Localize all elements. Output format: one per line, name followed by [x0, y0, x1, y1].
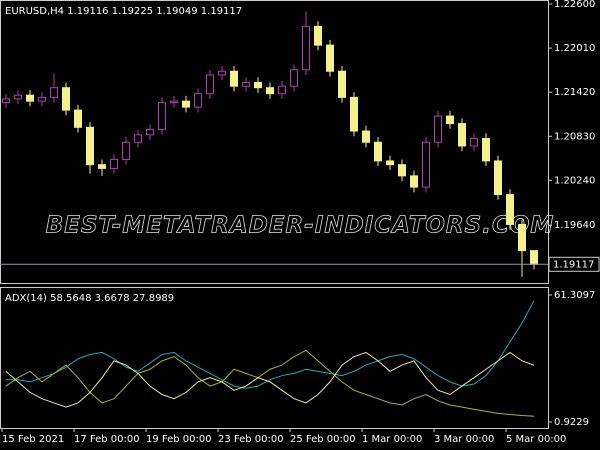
candle-body — [410, 175, 418, 188]
chart-title: EURUSD,H4 1.19116 1.19225 1.19049 1.1911… — [5, 6, 242, 17]
candle-body — [278, 85, 286, 95]
x-tick-label: 23 Feb 00:00 — [218, 434, 284, 445]
candle-body — [386, 160, 394, 166]
candle-body — [302, 25, 310, 71]
indicator-line — [6, 300, 535, 389]
candle-body — [482, 138, 490, 162]
y-tick-label: 1.22010 — [554, 43, 595, 54]
indicator-line — [5, 349, 535, 417]
candle-body — [122, 141, 130, 160]
y-tick-label: 0.9229 — [554, 417, 589, 428]
indicator-line — [5, 351, 535, 408]
candle-body — [458, 123, 466, 147]
adx-panel-frame — [0, 287, 549, 429]
x-tick-label: 3 Mar 00:00 — [434, 434, 494, 445]
candle-body — [182, 100, 190, 108]
x-tick-label: 1 Mar 00:00 — [362, 434, 422, 445]
candle-body — [146, 129, 154, 136]
candle-body — [290, 69, 298, 87]
candle-body — [110, 158, 118, 169]
price-panel-frame — [0, 0, 549, 284]
y-tick-label: 1.22600 — [554, 0, 595, 10]
candle-body — [2, 98, 10, 104]
candle-body — [194, 93, 202, 108]
candle-body — [266, 87, 274, 95]
candle-body — [314, 25, 322, 46]
candle-body — [494, 160, 502, 196]
x-tick-label: 17 Feb 00:00 — [74, 434, 140, 445]
candle-body — [326, 44, 334, 72]
y-tick-label: 1.20830 — [554, 131, 595, 142]
candle-body — [74, 109, 82, 128]
candle-body — [170, 100, 178, 104]
candle-body — [218, 70, 226, 76]
watermark: BEST-METATRADER-INDICATORS.COM — [46, 213, 555, 239]
candle-body — [446, 115, 454, 125]
y-tick-label: 61.3097 — [554, 290, 595, 301]
y-tick-label: 1.20240 — [554, 175, 595, 186]
candle-body — [26, 94, 34, 102]
y-tick-label: 1.21420 — [554, 87, 595, 98]
current-price-box — [548, 256, 600, 272]
candle-body — [38, 96, 46, 102]
candle-body — [470, 138, 478, 147]
indicator-title: ADX(14) 58.5648 3.6678 27.8989 — [5, 293, 174, 304]
x-tick-label: 15 Feb 2021 — [2, 434, 64, 445]
candle-body — [86, 126, 94, 166]
candle-body — [338, 70, 346, 98]
candle-body — [206, 74, 214, 95]
y-tick-label: 1.19640 — [554, 220, 595, 231]
candle-body — [50, 87, 58, 98]
candle-body — [374, 141, 382, 162]
candle-body — [506, 194, 514, 225]
candle-body — [14, 94, 22, 100]
candle-body — [350, 96, 358, 132]
candle-body — [362, 130, 370, 143]
x-tick-label: 19 Feb 00:00 — [146, 434, 212, 445]
candle-body — [422, 141, 430, 188]
candle-body — [242, 81, 250, 87]
candle-body — [398, 164, 406, 177]
candle-body — [530, 250, 538, 265]
current-price-label: 1.19117 — [553, 259, 594, 270]
candle-body — [134, 134, 142, 143]
candle-body — [98, 164, 106, 169]
candle-body — [518, 223, 526, 252]
x-tick-label: 5 Mar 00:00 — [506, 434, 566, 445]
candle-body — [254, 81, 262, 89]
candle-body — [230, 70, 238, 87]
candle-body — [62, 87, 70, 111]
candle-body — [434, 115, 442, 143]
candle-body — [158, 102, 166, 131]
x-tick-label: 25 Feb 00:00 — [290, 434, 356, 445]
